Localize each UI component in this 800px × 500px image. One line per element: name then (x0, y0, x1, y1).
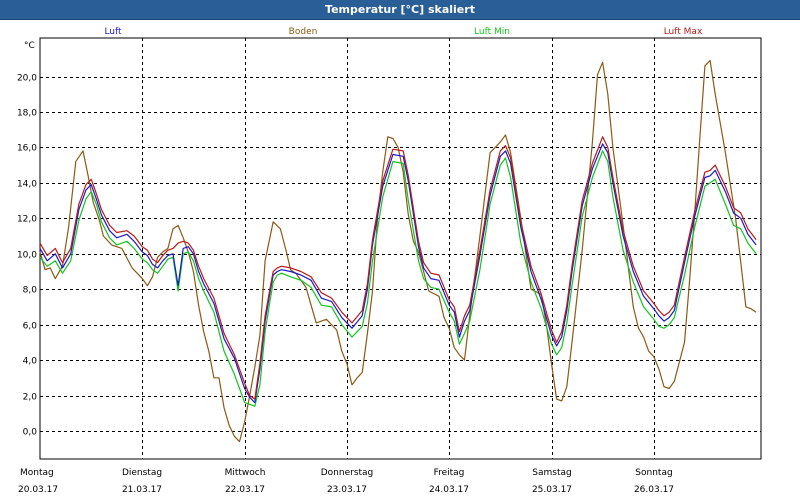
x-tick-date: 24.03.17 (429, 485, 469, 495)
y-tick-label: 20,0 (17, 74, 37, 84)
x-tick-day: Montag (20, 468, 54, 478)
y-axis-unit: °C (24, 41, 35, 51)
series-line-luft-min (39, 150, 757, 407)
legend-boden: Boden (289, 27, 318, 37)
x-tick-date: 25.03.17 (532, 485, 572, 495)
series-line-luft-max (39, 136, 757, 400)
y-tick-label: 8,0 (23, 286, 38, 296)
legend-luft-min: Luft Min (474, 27, 510, 37)
x-tick-day: Mittwoch (225, 468, 266, 478)
x-tick-date: 20.03.17 (18, 485, 58, 495)
y-tick-label: 10,0 (17, 251, 37, 261)
y-tick-label: 12,0 (17, 215, 37, 225)
x-tick-day: Freitag (434, 468, 465, 478)
y-tick-label: 0,0 (23, 428, 38, 438)
x-tick-date: 26.03.17 (634, 485, 674, 495)
y-tick-label: 4,0 (23, 357, 38, 367)
x-tick-day: Dienstag (122, 468, 162, 478)
x-tick-day: Sonntag (635, 468, 672, 478)
y-tick-label: 14,0 (17, 180, 37, 190)
series-line-luft (39, 143, 757, 404)
x-tick-day: Samstag (532, 468, 571, 478)
y-tick-label: 18,0 (17, 109, 37, 119)
legend-luft: Luft (104, 27, 122, 37)
plot-frame (39, 37, 762, 460)
x-tick-date: 21.03.17 (122, 485, 162, 495)
x-tick-date: 23.03.17 (327, 485, 367, 495)
window-title: Temperatur [°C] skaliert (325, 3, 475, 16)
legend-luft-max: Luft Max (664, 27, 703, 37)
series-line-boden (39, 59, 757, 443)
y-tick-label: 2,0 (23, 393, 38, 403)
title-bar: Temperatur [°C] skaliert (0, 0, 800, 20)
x-tick-day: Donnerstag (321, 468, 374, 478)
x-tick-date: 22.03.17 (225, 485, 265, 495)
y-tick-label: 6,0 (23, 322, 38, 332)
y-tick-label: 16,0 (17, 144, 37, 154)
